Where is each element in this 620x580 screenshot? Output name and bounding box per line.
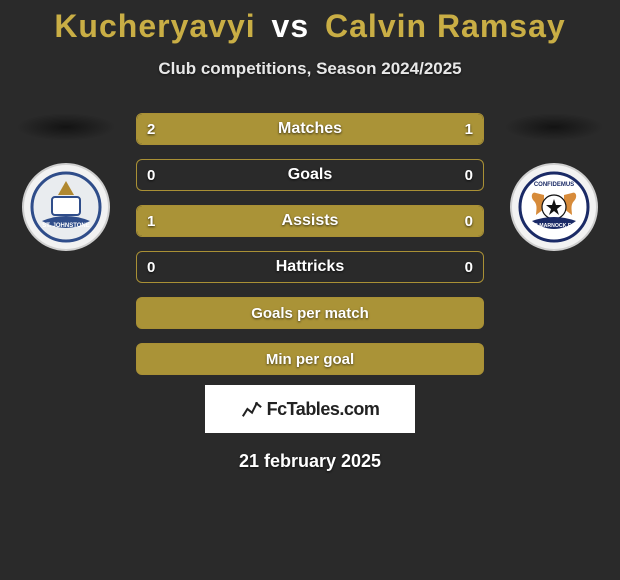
chart-icon [241, 398, 263, 420]
stat-row-hattricks: 0 Hattricks 0 [136, 251, 484, 283]
svg-text:ST. JOHNSTONE: ST. JOHNSTONE [42, 223, 90, 229]
crest-icon: ST. JOHNSTONE [30, 171, 102, 243]
stats-column: 2 Matches 1 0 Goals 0 1 Assists 0 [126, 113, 494, 375]
title: Kucheryavyi vs Calvin Ramsay [0, 8, 620, 45]
stat-label: Assists [137, 212, 483, 230]
left-side-col: ST. JOHNSTONE [6, 113, 126, 251]
stat-label: Goals [137, 166, 483, 184]
brand-text: FcTables.com [267, 399, 380, 420]
extra-row-min-per-goal: Min per goal [136, 343, 484, 375]
stat-label: Hattricks [137, 258, 483, 276]
brand-logo: FcTables.com [241, 398, 380, 420]
body-row: ST. JOHNSTONE 2 Matches 1 0 Goals 0 [0, 113, 620, 375]
stat-row-matches: 2 Matches 1 [136, 113, 484, 145]
svg-text:KILMARNOCK F.C.: KILMARNOCK F.C. [531, 223, 578, 229]
comparison-card: Kucheryavyi vs Calvin Ramsay Club compet… [0, 0, 620, 472]
crest-icon: CONFIDEMUS KILMARNOCK F.C. [518, 171, 590, 243]
footer-brand-box: FcTables.com [205, 385, 415, 433]
footer-date: 21 february 2025 [0, 451, 620, 472]
stat-value-right: 0 [465, 252, 473, 282]
left-flag-placeholder [16, 113, 116, 141]
left-club-crest: ST. JOHNSTONE [22, 163, 110, 251]
stat-value-right: 0 [465, 206, 473, 236]
stat-row-goals: 0 Goals 0 [136, 159, 484, 191]
subtitle: Club competitions, Season 2024/2025 [0, 59, 620, 79]
right-club-crest: CONFIDEMUS KILMARNOCK F.C. [510, 163, 598, 251]
right-side-col: CONFIDEMUS KILMARNOCK F.C. [494, 113, 614, 251]
player2-name: Calvin Ramsay [325, 8, 566, 44]
svg-text:CONFIDEMUS: CONFIDEMUS [534, 182, 574, 188]
vs-text: vs [272, 8, 310, 44]
stat-label: Matches [137, 120, 483, 138]
player1-name: Kucheryavyi [54, 8, 255, 44]
right-flag-placeholder [504, 113, 604, 141]
stat-row-assists: 1 Assists 0 [136, 205, 484, 237]
stat-value-right: 0 [465, 160, 473, 190]
stat-value-right: 1 [465, 114, 473, 144]
extra-row-goals-per-match: Goals per match [136, 297, 484, 329]
